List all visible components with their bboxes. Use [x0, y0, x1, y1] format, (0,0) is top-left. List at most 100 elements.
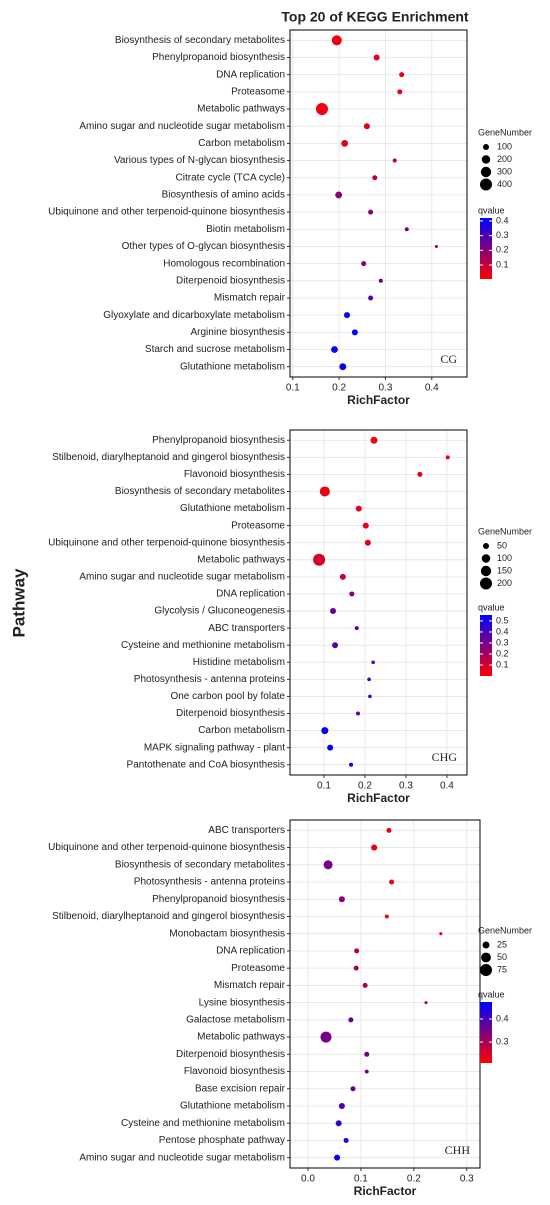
x-tick-label: 0.2 [407, 1174, 421, 1185]
y-tick-label: Lysine biosynthesis [199, 997, 285, 1008]
point [364, 1069, 369, 1074]
y-tick-label: Homologous recombination [163, 258, 285, 269]
colorbar-label: 0.3 [496, 230, 509, 240]
y-tick-label: Mismatch repair [214, 980, 286, 991]
y-tick-label: Citrate cycle (TCA cycle) [176, 172, 285, 183]
point [348, 1017, 354, 1023]
size-legend-label: 50 [497, 952, 507, 962]
point [349, 762, 354, 767]
y-tick-label: Biosynthesis of secondary metabolites [115, 486, 285, 497]
colorbar-label: 0.2 [496, 648, 509, 658]
plot-frame [289, 429, 468, 776]
size-legend-key [483, 543, 489, 549]
point [424, 1001, 428, 1005]
y-tick-label: Cysteine and methionine metabolism [121, 640, 285, 651]
colorbar [480, 218, 492, 279]
panel-label: CHH [445, 1143, 471, 1157]
y-tick-label: Proteasome [231, 86, 285, 97]
y-tick-label: MAPK signaling pathway - plant [144, 742, 285, 753]
y-tick-label: Various types of N-glycan biosynthesis [114, 155, 285, 166]
point [313, 553, 326, 566]
y-tick-label: Biotin metabolism [206, 224, 285, 235]
x-axis-label: RichFactor [354, 1184, 417, 1198]
colorbar-label: 0.4 [496, 215, 509, 225]
y-tick-label: Starch and sucrose metabolism [145, 344, 285, 355]
point [353, 965, 359, 971]
y-tick-label: DNA replication [216, 69, 285, 80]
size-legend-label: 100 [497, 553, 512, 563]
size-legend-key [480, 178, 492, 191]
y-tick-label: Arginine biosynthesis [191, 327, 286, 338]
x-tick-label: 0.0 [301, 1174, 315, 1185]
point [341, 139, 349, 147]
y-axis-label: Pathway [9, 568, 28, 638]
point [334, 1154, 341, 1161]
point [367, 677, 371, 682]
point [373, 54, 380, 61]
y-tick-label: Glutathione metabolism [180, 361, 285, 372]
colorbar-label: 0.3 [496, 1036, 509, 1046]
point [399, 72, 405, 78]
point [368, 209, 374, 215]
point [338, 1102, 345, 1110]
chart-title: Top 20 of KEGG Enrichment [281, 9, 469, 25]
point [384, 914, 389, 919]
point [354, 948, 360, 954]
y-tick-label: Phenylpropanoid biosynthesis [152, 52, 285, 63]
size-legend-label: 200 [497, 578, 512, 588]
y-tick-label: Photosynthesis - antenna proteins [134, 674, 285, 685]
point [362, 982, 368, 988]
y-tick-label: Biosynthesis of secondary metabolites [115, 35, 285, 46]
point [331, 35, 342, 46]
y-tick-label: Biosynthesis of secondary metabolites [115, 859, 285, 870]
x-tick-label: 0.1 [317, 781, 331, 792]
colorbar [480, 1002, 492, 1063]
colorbar-label: 0.4 [496, 626, 509, 636]
point [363, 123, 370, 130]
point [439, 932, 443, 936]
size-legend-key [480, 964, 492, 976]
point [321, 727, 329, 735]
size-legend-key [482, 941, 490, 949]
y-tick-label: Glutathione metabolism [180, 503, 285, 514]
point [349, 591, 355, 597]
point [364, 1051, 370, 1057]
point [327, 744, 334, 751]
point [315, 103, 328, 116]
y-tick-label: Ubiquinone and other terpenoid-quinone b… [48, 537, 285, 548]
y-tick-label: Diterpenoid biosynthesis [176, 1049, 285, 1060]
y-tick-label: Photosynthesis - antenna proteins [134, 877, 285, 888]
y-tick-label: Amino sugar and nucleotide sugar metabol… [79, 572, 285, 583]
y-tick-label: ABC transporters [208, 623, 285, 634]
point [339, 573, 346, 580]
y-tick-label: Glutathione metabolism [180, 1101, 285, 1112]
point [319, 486, 330, 497]
y-tick-label: Pantothenate and CoA biosynthesis [127, 759, 285, 770]
colorbar-label: 0.1 [496, 659, 509, 669]
size-legend-title: GeneNumber [478, 127, 532, 137]
color-legend-title: qvalue [478, 205, 505, 215]
x-tick-label: 0.3 [460, 1174, 474, 1185]
point [371, 660, 375, 665]
y-tick-label: Stilbenoid, diarylheptanoid and gingerol… [52, 911, 285, 922]
size-legend-key [483, 144, 489, 150]
colorbar-label: 0.4 [496, 1013, 509, 1023]
x-axis-label: RichFactor [347, 791, 410, 805]
point [404, 227, 409, 232]
y-tick-label: ABC transporters [208, 825, 285, 836]
y-tick-label: Diterpenoid biosynthesis [176, 708, 285, 719]
y-tick-label: DNA replication [216, 946, 285, 957]
size-legend-key [481, 554, 491, 563]
point [351, 329, 358, 336]
x-tick-label: 0.4 [425, 383, 439, 394]
y-tick-label: Flavonoid biosynthesis [184, 469, 285, 480]
y-tick-label: Other types of O-glycan biosynthesis [122, 241, 285, 252]
point [389, 879, 395, 885]
point [320, 1031, 332, 1043]
point [355, 505, 362, 512]
point [335, 191, 343, 199]
point [361, 261, 367, 267]
size-legend-key [480, 166, 492, 178]
point [372, 175, 378, 181]
point [368, 694, 372, 699]
